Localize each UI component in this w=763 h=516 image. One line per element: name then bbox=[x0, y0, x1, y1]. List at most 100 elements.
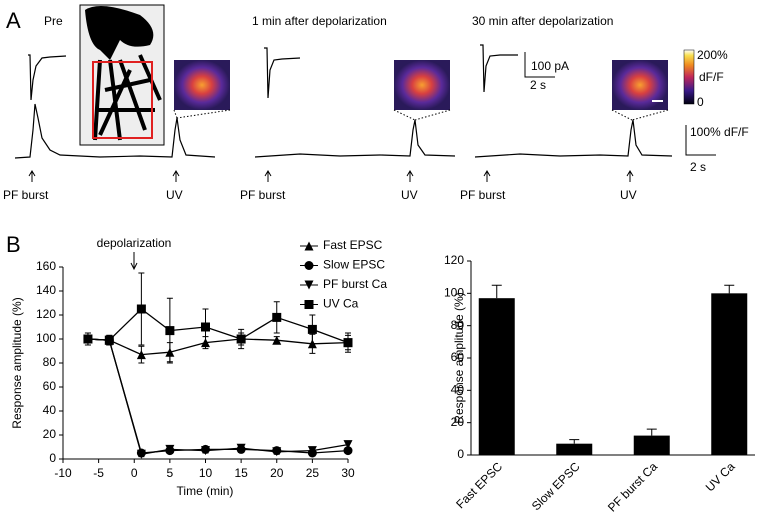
colorbar-label: 200% bbox=[697, 48, 728, 62]
x-tick-label: 15 bbox=[234, 466, 248, 480]
annotation-arrow bbox=[130, 252, 138, 271]
legend-label: PF burst Ca bbox=[323, 277, 387, 291]
marker bbox=[272, 312, 282, 322]
marker bbox=[201, 446, 210, 456]
legend-marker bbox=[304, 241, 314, 251]
scale-label: 2 s bbox=[690, 160, 706, 174]
thumbnail bbox=[174, 60, 230, 110]
error-bar bbox=[646, 428, 657, 436]
panel-label: B bbox=[6, 232, 21, 257]
marker bbox=[272, 335, 282, 345]
ca-trace bbox=[474, 119, 673, 158]
y-tick-label: 100 bbox=[444, 286, 464, 300]
marker bbox=[136, 449, 146, 459]
marker bbox=[236, 334, 246, 344]
marker bbox=[236, 443, 246, 453]
legend-label: UV Ca bbox=[323, 297, 359, 311]
thumbnail bbox=[612, 60, 668, 110]
legend-marker bbox=[304, 300, 314, 309]
stim-label: PF burst bbox=[3, 188, 49, 202]
x-tick-label: 30 bbox=[341, 466, 355, 480]
epsc-trace bbox=[480, 44, 518, 93]
scale-label: 100 pA bbox=[531, 59, 569, 73]
marker bbox=[272, 447, 282, 457]
error-bar bbox=[491, 284, 502, 299]
marker bbox=[104, 335, 114, 345]
condition-label: 30 min after depolarization bbox=[472, 14, 613, 28]
dendrites bbox=[93, 54, 162, 141]
legend-marker bbox=[304, 261, 314, 270]
marker bbox=[165, 326, 175, 336]
colorbar bbox=[683, 49, 695, 105]
condition-label: 1 min after depolarization bbox=[252, 14, 387, 28]
fluorescence-images bbox=[173, 60, 669, 121]
x-tick-label: 0 bbox=[131, 466, 138, 480]
roi-box bbox=[92, 61, 153, 139]
x-tick-label: 5 bbox=[167, 466, 174, 480]
x-tick-label: 20 bbox=[270, 466, 284, 480]
bar bbox=[633, 435, 670, 455]
marker bbox=[343, 338, 353, 348]
colorbar-label: dF/F bbox=[699, 70, 724, 84]
y-tick-label: 80 bbox=[43, 355, 57, 369]
bar bbox=[711, 293, 748, 455]
ca-trace bbox=[254, 119, 456, 158]
x-tick-label: PF burst Ca bbox=[605, 459, 660, 514]
legend-label: Fast EPSC bbox=[323, 238, 383, 252]
ca-trace bbox=[14, 103, 216, 159]
y-tick-label: 40 bbox=[451, 383, 465, 397]
marker bbox=[307, 446, 317, 456]
y-tick-label: 100 bbox=[36, 331, 56, 345]
legend-label: Slow EPSC bbox=[323, 258, 385, 272]
y-tick-label: 80 bbox=[451, 318, 465, 332]
y-tick-label: 40 bbox=[43, 403, 57, 417]
y-axis-label: Response amplitude (%) bbox=[452, 292, 466, 423]
y-tick-label: 0 bbox=[457, 447, 464, 461]
condition-label: Pre bbox=[44, 14, 63, 28]
stim-label: UV bbox=[401, 188, 418, 202]
marker bbox=[165, 444, 175, 454]
marker bbox=[201, 322, 210, 332]
stim-arrows bbox=[28, 170, 634, 182]
y-tick-label: 120 bbox=[36, 307, 56, 321]
error-bar bbox=[569, 439, 580, 444]
stim-label: UV bbox=[620, 188, 637, 202]
epsc-trace bbox=[28, 54, 67, 101]
y-tick-label: 140 bbox=[36, 283, 56, 297]
y-tick-label: 0 bbox=[49, 451, 56, 465]
bar bbox=[556, 443, 593, 455]
y-tick-label: 20 bbox=[43, 427, 57, 441]
epsc-trace bbox=[264, 47, 301, 99]
current-scale-bar bbox=[524, 52, 555, 78]
y-tick-label: 60 bbox=[43, 379, 57, 393]
cell-soma bbox=[85, 6, 154, 60]
x-tick-label: Fast EPSC bbox=[453, 459, 505, 511]
panel-a: A Pre 1 min after depolarization 30 min … bbox=[3, 4, 749, 202]
marker bbox=[343, 440, 353, 450]
thumbnail bbox=[394, 60, 450, 110]
x-tick-label: 10 bbox=[199, 466, 213, 480]
marker bbox=[136, 350, 146, 360]
ca-scale-bar bbox=[685, 125, 716, 156]
bar bbox=[478, 298, 515, 455]
stim-label: PF burst bbox=[460, 188, 506, 202]
x-axis-label: Time (min) bbox=[177, 484, 234, 498]
y-axis-label: Response amplitude (%) bbox=[10, 297, 24, 428]
marker bbox=[307, 324, 317, 334]
error-bar bbox=[724, 284, 735, 294]
y-tick-label: 20 bbox=[451, 415, 465, 429]
y-tick-label: 60 bbox=[451, 350, 465, 364]
x-tick-label: 25 bbox=[306, 466, 320, 480]
x-tick-label: UV Ca bbox=[703, 459, 738, 494]
legend-marker bbox=[304, 280, 314, 290]
colorbar-label: 0 bbox=[697, 95, 704, 109]
x-tick-label: Slow EPSC bbox=[529, 459, 583, 513]
x-tick-label: -5 bbox=[93, 466, 104, 480]
stim-label: UV bbox=[166, 188, 183, 202]
zoom-lines bbox=[173, 109, 669, 121]
y-tick-label: 160 bbox=[36, 259, 56, 273]
y-tick-label: 120 bbox=[444, 253, 464, 267]
marker bbox=[136, 304, 146, 314]
series-line bbox=[87, 338, 349, 455]
